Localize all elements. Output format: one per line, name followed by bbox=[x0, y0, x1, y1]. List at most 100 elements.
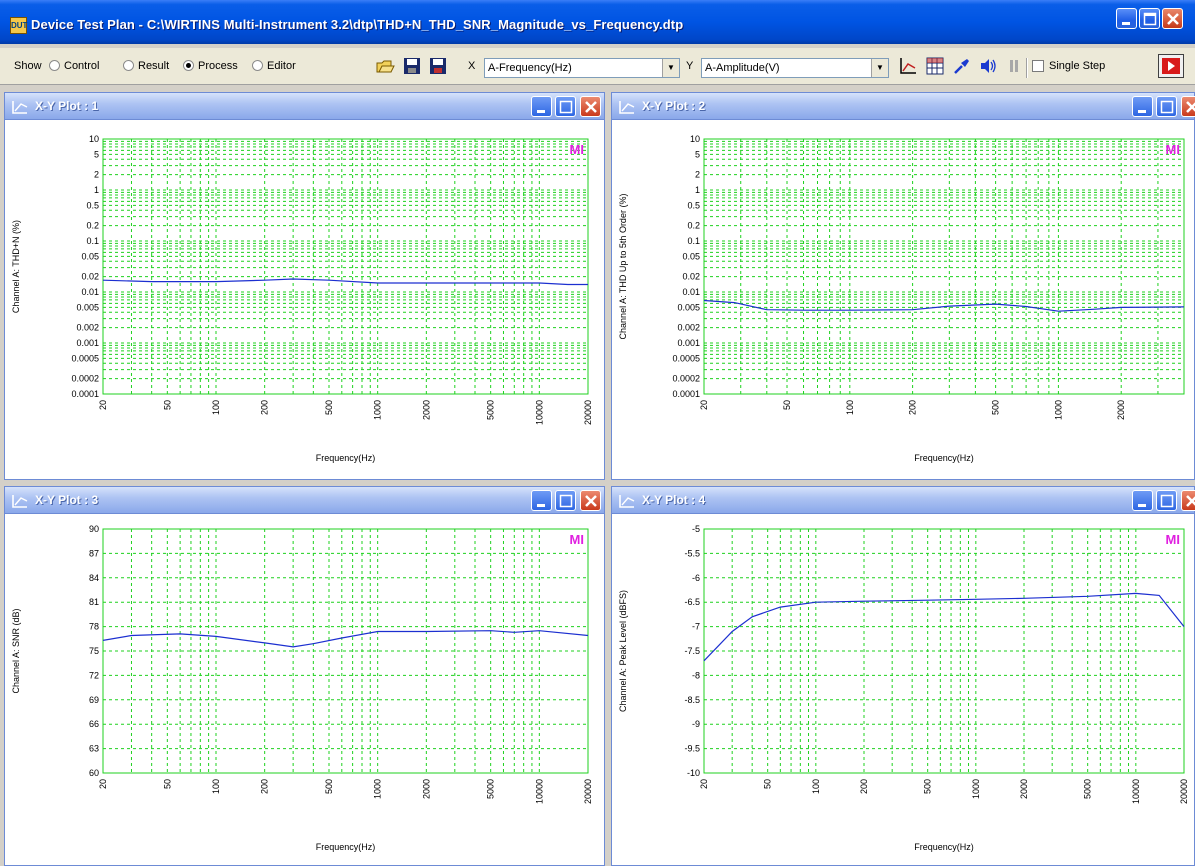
plot-maximize-button[interactable] bbox=[1156, 490, 1177, 511]
pause-button[interactable] bbox=[1004, 56, 1024, 76]
x-tick-label: 50 bbox=[782, 400, 792, 410]
y-tick-label: 0.0001 bbox=[71, 389, 99, 399]
mi-watermark: MI bbox=[1166, 532, 1180, 547]
x-tick-label: 50 bbox=[162, 400, 172, 410]
plot-minimize-button[interactable] bbox=[1132, 490, 1153, 511]
plot-minimize-button[interactable] bbox=[531, 96, 552, 117]
save-as-button[interactable] bbox=[428, 56, 448, 76]
y-tick-label: 0.002 bbox=[677, 323, 700, 333]
table-grid-icon bbox=[926, 57, 944, 75]
window-title: Device Test Plan - C:\WIRTINS Multi-Inst… bbox=[31, 17, 684, 32]
y-tick-label: 0.01 bbox=[682, 287, 700, 297]
plot-minimize-button[interactable] bbox=[531, 490, 552, 511]
y-tick-label: 0.02 bbox=[81, 272, 99, 282]
y-tick-label: -8.5 bbox=[684, 695, 700, 705]
radio-process-label: Process bbox=[198, 60, 238, 72]
plot-title: X-Y Plot : 2 bbox=[642, 99, 706, 113]
y-tick-label: -10 bbox=[687, 768, 700, 778]
minimize-icon bbox=[537, 110, 545, 113]
y-tick-label: 60 bbox=[89, 768, 99, 778]
single-step-checkbox[interactable] bbox=[1032, 60, 1044, 72]
close-icon bbox=[585, 495, 597, 507]
plot-title: X-Y Plot : 1 bbox=[35, 99, 99, 113]
show-label: Show bbox=[14, 60, 42, 72]
plot-maximize-button[interactable] bbox=[1156, 96, 1177, 117]
plot-grid bbox=[703, 528, 1185, 774]
maximize-button[interactable] bbox=[1139, 8, 1160, 29]
y-tick-label: 0.5 bbox=[86, 200, 99, 210]
y-tick-label: 0.05 bbox=[81, 251, 99, 261]
y-tick-label: -5.5 bbox=[684, 548, 700, 558]
y-tick-label: 2 bbox=[94, 170, 99, 180]
minimize-icon bbox=[1122, 22, 1130, 25]
xy-plot-window-2[interactable]: X-Y Plot : 2 10 5 2 1 0.5 0.2 0.1 0.05 0.02 0.01 0… bbox=[611, 92, 1195, 480]
x-tick-label: 1000 bbox=[1053, 400, 1063, 420]
x-axis-label: X bbox=[468, 60, 476, 72]
maximize-icon bbox=[559, 100, 573, 114]
plot-area[interactable]: 10 5 2 1 0.5 0.2 0.1 0.05 0.02 0.01 0.005 0.002 0.00… bbox=[612, 121, 1195, 479]
plot-minimize-button[interactable] bbox=[1132, 96, 1153, 117]
plot-title-bar[interactable]: X-Y Plot : 1 bbox=[5, 93, 604, 120]
table-button[interactable] bbox=[925, 56, 945, 76]
maximize-icon bbox=[1160, 494, 1174, 508]
chevron-down-icon[interactable]: ▼ bbox=[662, 59, 679, 77]
x-tick-label: 500 bbox=[324, 400, 334, 415]
plot-close-button[interactable] bbox=[580, 490, 601, 511]
radio-result[interactable] bbox=[123, 60, 134, 71]
x-tick-label: 20 bbox=[699, 779, 709, 789]
xy-plot-window-1[interactable]: X-Y Plot : 1 10 5 2 1 0.5 0.2 0.1 0.05 0.02 0.01 0… bbox=[4, 92, 605, 480]
y-tick-label: 78 bbox=[89, 622, 99, 632]
xy-plot-button[interactable] bbox=[898, 56, 918, 76]
plot-title: X-Y Plot : 3 bbox=[35, 493, 99, 507]
y-tick-label: 87 bbox=[89, 548, 99, 558]
x-tick-label: 200 bbox=[908, 400, 918, 415]
run-button[interactable] bbox=[1158, 54, 1184, 78]
probe-button[interactable] bbox=[952, 56, 972, 76]
y-tick-label: 0.0005 bbox=[672, 353, 700, 363]
radio-control[interactable] bbox=[49, 60, 60, 71]
speaker-button[interactable] bbox=[978, 56, 998, 76]
pause-icon bbox=[1010, 60, 1018, 72]
plot-close-button[interactable] bbox=[580, 96, 601, 117]
x-axis-select[interactable]: A-Frequency(Hz) ▼ bbox=[484, 58, 680, 78]
xy-plot-icon bbox=[900, 58, 916, 74]
plot-title: X-Y Plot : 4 bbox=[642, 493, 706, 507]
plot-close-button[interactable] bbox=[1181, 490, 1195, 511]
save-button[interactable] bbox=[402, 56, 422, 76]
plot-maximize-button[interactable] bbox=[555, 96, 576, 117]
radio-process[interactable] bbox=[183, 60, 194, 71]
close-icon bbox=[1186, 495, 1195, 507]
open-folder-icon bbox=[376, 60, 395, 73]
y-tick-label: 0.0002 bbox=[672, 374, 700, 384]
plot-title-bar[interactable]: X-Y Plot : 3 bbox=[5, 487, 604, 514]
plot-title-bar[interactable]: X-Y Plot : 2 bbox=[612, 93, 1195, 120]
chevron-down-icon[interactable]: ▼ bbox=[871, 59, 888, 77]
radio-editor[interactable] bbox=[252, 60, 263, 71]
y-tick-label: 0.0001 bbox=[672, 389, 700, 399]
plot-area[interactable]: 10 5 2 1 0.5 0.2 0.1 0.05 0.02 0.01 0.005 0.002 0.00… bbox=[5, 121, 604, 479]
y-axis-select[interactable]: A-Amplitude(V) ▼ bbox=[701, 58, 889, 78]
open-folder-button[interactable] bbox=[375, 56, 395, 76]
plot-grid bbox=[703, 138, 1185, 395]
mi-watermark: MI bbox=[570, 142, 584, 157]
y-tick-label: 0.01 bbox=[81, 287, 99, 297]
x-tick-label: 50 bbox=[763, 779, 773, 789]
plot-maximize-button[interactable] bbox=[555, 490, 576, 511]
x-tick-label: 20 bbox=[98, 779, 108, 789]
y-axis-title: Channel A: THD+N (%) bbox=[11, 220, 21, 313]
minimize-button[interactable] bbox=[1116, 8, 1137, 29]
plot-title-bar[interactable]: X-Y Plot : 4 bbox=[612, 487, 1195, 514]
y-tick-label: -7 bbox=[692, 622, 700, 632]
close-icon bbox=[1186, 101, 1195, 113]
y-tick-label: 0.5 bbox=[687, 200, 700, 210]
radio-result-label: Result bbox=[138, 60, 170, 72]
close-button[interactable] bbox=[1162, 8, 1183, 29]
xy-plot-window-3[interactable]: X-Y Plot : 3 90 87 84 81 78 75 72 69 66 63 60 20 50 1… bbox=[4, 486, 605, 866]
xy-plot-window-4[interactable]: X-Y Plot : 4 -5 -5.5 -6 -6.5 -7 -7.5 -8 -8.5 -9-… bbox=[611, 486, 1195, 866]
plot-close-button[interactable] bbox=[1181, 96, 1195, 117]
minimize-icon bbox=[1138, 110, 1146, 113]
x-tick-label: 10000 bbox=[1131, 779, 1141, 804]
app-icon[interactable]: DUT bbox=[10, 17, 27, 34]
